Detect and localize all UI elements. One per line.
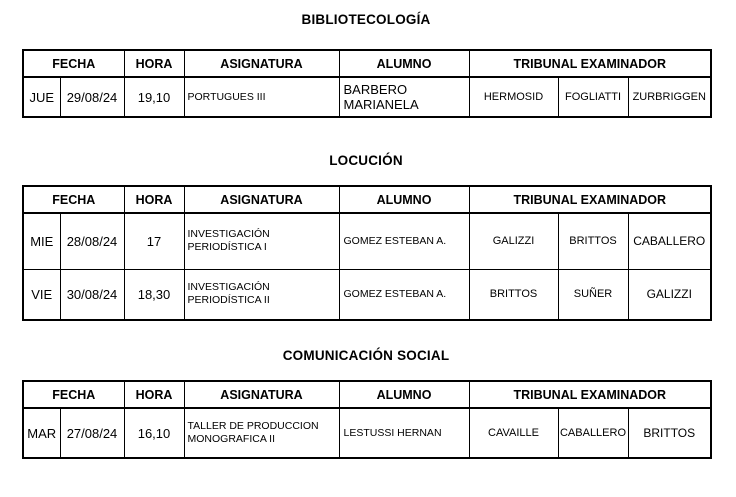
- exam-table: FECHA HORA ASIGNATURA ALUMNO TRIBUNAL EX…: [22, 380, 713, 459]
- col-header-hora: HORA: [123, 380, 185, 409]
- cell-time: 17: [123, 212, 185, 270]
- cell-date: 29/08/24: [59, 76, 125, 118]
- header-row: FECHA HORA ASIGNATURA ALUMNO TRIBUNAL EX…: [22, 185, 712, 214]
- cell-examiner-1: CAVAILLE: [468, 407, 559, 459]
- section-title: BIBLIOTECOLOGÍA: [301, 12, 431, 27]
- col-header-fecha: FECHA: [22, 49, 125, 78]
- section-title: COMUNICACIÓN SOCIAL: [282, 348, 450, 363]
- exam-table: FECHA HORA ASIGNATURA ALUMNO TRIBUNAL EX…: [22, 185, 713, 321]
- section-locucion: LOCUCIÓN FECHA HORA ASIGNATURA ALUMNO TR…: [22, 152, 736, 321]
- cell-time: 18,30: [123, 268, 185, 321]
- cell-examiner-3: BRITTOS: [627, 407, 712, 459]
- cell-examiner-1: BRITTOS: [468, 268, 559, 321]
- exam-row: MIE 28/08/24 17 INVESTIGACIÓN PERIODÍSTI…: [22, 212, 712, 270]
- col-header-fecha: FECHA: [22, 380, 125, 409]
- col-header-asignatura: ASIGNATURA: [183, 380, 340, 409]
- cell-subject: INVESTIGACIÓN PERIODÍSTICA II: [183, 268, 340, 321]
- cell-date: 27/08/24: [59, 407, 125, 459]
- col-header-hora: HORA: [123, 49, 185, 78]
- cell-subject: INVESTIGACIÓN PERIODÍSTICA I: [183, 212, 340, 270]
- cell-time: 16,10: [123, 407, 185, 459]
- cell-examiner-1: HERMOSID: [468, 76, 559, 118]
- col-header-tribunal: TRIBUNAL EXAMINADOR: [468, 185, 712, 214]
- col-header-tribunal: TRIBUNAL EXAMINADOR: [468, 380, 712, 409]
- cell-subject: TALLER DE PRODUCCION MONOGRAFICA II: [183, 407, 340, 459]
- cell-student: BARBERO MARIANELA: [338, 76, 470, 118]
- cell-examiner-3: CABALLERO: [627, 212, 712, 270]
- exam-row: MAR 27/08/24 16,10 TALLER DE PRODUCCION …: [22, 407, 712, 459]
- cell-date: 30/08/24: [59, 268, 125, 321]
- cell-student: LESTUSSI HERNAN: [338, 407, 470, 459]
- col-header-asignatura: ASIGNATURA: [183, 185, 340, 214]
- col-header-alumno: ALUMNO: [338, 49, 470, 78]
- section-title: LOCUCIÓN: [329, 153, 403, 168]
- cell-examiner-2: CABALLERO: [557, 407, 629, 459]
- exam-row: JUE 29/08/24 19,10 PORTUGUES III BARBERO…: [22, 76, 712, 118]
- header-row: FECHA HORA ASIGNATURA ALUMNO TRIBUNAL EX…: [22, 380, 712, 409]
- cell-date: 28/08/24: [59, 212, 125, 270]
- col-header-asignatura: ASIGNATURA: [183, 49, 340, 78]
- cell-subject: PORTUGUES III: [183, 76, 340, 118]
- cell-examiner-1: GALIZZI: [468, 212, 559, 270]
- cell-student: GOMEZ ESTEBAN A.: [338, 212, 470, 270]
- col-header-alumno: ALUMNO: [338, 380, 470, 409]
- cell-examiner-2: SUÑER: [557, 268, 629, 321]
- cell-day: MIE: [22, 212, 61, 270]
- col-header-tribunal: TRIBUNAL EXAMINADOR: [468, 49, 712, 78]
- cell-day: JUE: [22, 76, 61, 118]
- cell-time: 19,10: [123, 76, 185, 118]
- section-bibliotecologia: BIBLIOTECOLOGÍA FECHA HORA ASIGNATURA AL…: [22, 11, 736, 118]
- cell-examiner-2: FOGLIATTI: [557, 76, 629, 118]
- exam-row: VIE 30/08/24 18,30 INVESTIGACIÓN PERIODÍ…: [22, 268, 712, 321]
- col-header-fecha: FECHA: [22, 185, 125, 214]
- cell-student: GOMEZ ESTEBAN A.: [338, 268, 470, 321]
- cell-day: MAR: [22, 407, 61, 459]
- cell-examiner-3: GALIZZI: [627, 268, 712, 321]
- cell-examiner-3: ZURBRIGGEN: [627, 76, 712, 118]
- cell-day: VIE: [22, 268, 61, 321]
- col-header-alumno: ALUMNO: [338, 185, 470, 214]
- cell-examiner-2: BRITTOS: [557, 212, 629, 270]
- header-row: FECHA HORA ASIGNATURA ALUMNO TRIBUNAL EX…: [22, 49, 712, 78]
- col-header-hora: HORA: [123, 185, 185, 214]
- section-comunicacion-social: COMUNICACIÓN SOCIAL FECHA HORA ASIGNATUR…: [22, 347, 736, 459]
- exam-table: FECHA HORA ASIGNATURA ALUMNO TRIBUNAL EX…: [22, 49, 713, 118]
